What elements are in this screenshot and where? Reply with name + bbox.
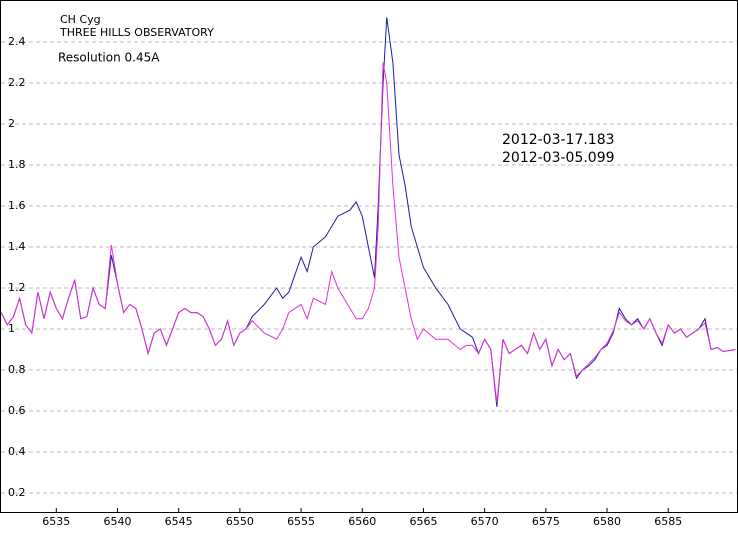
resolution: Resolution 0.45A [58, 51, 160, 65]
x-tick-label: 6575 [532, 515, 560, 528]
object-name: CH Cyg [60, 13, 101, 26]
y-tick-label: 0.8 [8, 363, 26, 376]
x-tick-label: 6580 [593, 515, 621, 528]
y-tick-label: 1.8 [8, 158, 26, 171]
y-tick-label: 0.6 [8, 404, 26, 417]
spectrum-line [0, 62, 736, 403]
x-tick-label: 6535 [42, 515, 70, 528]
plot-frame [0, 0, 738, 513]
x-tick-label: 6570 [471, 515, 499, 528]
y-tick-label: 1.6 [8, 199, 26, 212]
x-tick-label: 6550 [226, 515, 254, 528]
x-tick-label: 6585 [654, 515, 682, 528]
y-tick-label: 2.4 [8, 35, 26, 48]
y-tick-label: 1.2 [8, 281, 26, 294]
observatory: THREE HILLS OBSERVATORY [59, 26, 214, 39]
y-tick-label: 0.4 [8, 445, 26, 458]
y-tick-label: 2 [8, 117, 15, 130]
y-tick-label: 0.2 [8, 486, 26, 499]
legend-entry: 2012-03-05.099 [502, 150, 615, 166]
y-tick-label: 2.2 [8, 76, 26, 89]
y-tick-label: 1 [8, 322, 15, 335]
x-tick-label: 6565 [409, 515, 437, 528]
x-tick-label: 6560 [348, 515, 376, 528]
x-tick-label: 6555 [287, 515, 315, 528]
x-tick-label: 6545 [165, 515, 193, 528]
y-tick-label: 1.4 [8, 240, 26, 253]
legend-entry: 2012-03-17.183 [502, 132, 615, 148]
x-tick-label: 6540 [103, 515, 131, 528]
